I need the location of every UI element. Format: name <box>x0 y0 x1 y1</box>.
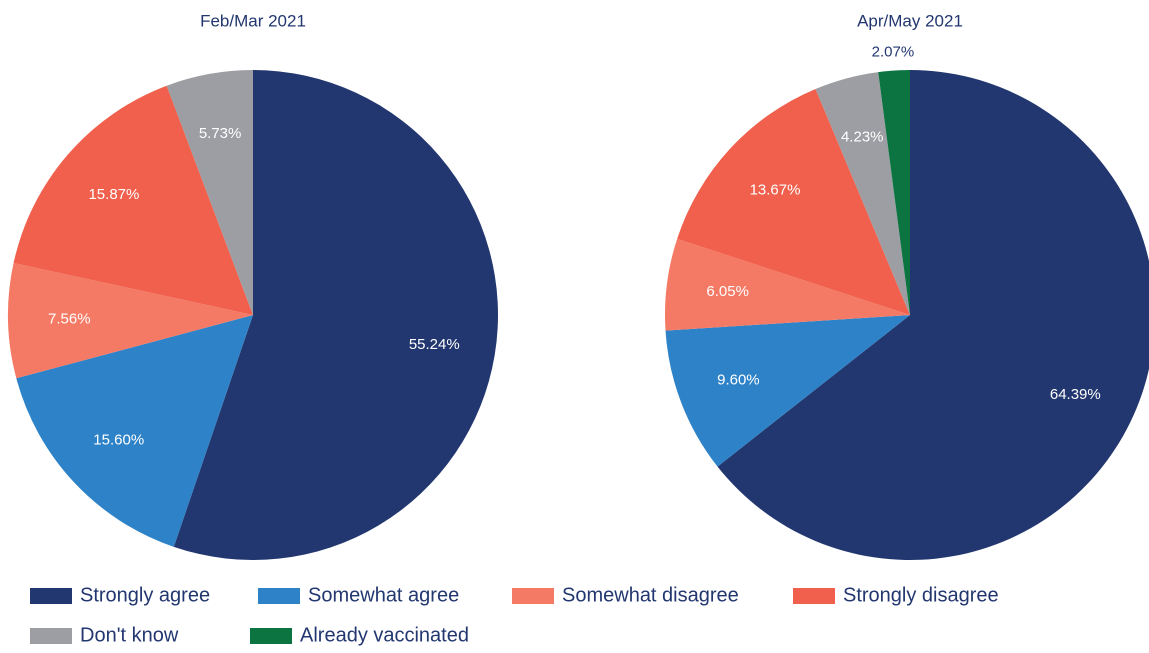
pie-slice <box>665 315 910 467</box>
pie-slice <box>8 263 254 379</box>
pie-slice <box>665 238 910 331</box>
legend-label: Somewhat agree <box>308 584 459 606</box>
chart-title: Apr/May 2021 <box>857 11 963 30</box>
data-label: 64.39% <box>1050 386 1101 403</box>
data-label: 4.23% <box>841 129 884 146</box>
chart-title: Feb/Mar 2021 <box>200 11 306 30</box>
legend-swatch <box>250 628 292 644</box>
legend-swatch <box>30 628 72 644</box>
legend-label: Don't know <box>80 624 179 646</box>
pie-slice <box>16 315 254 547</box>
legend-swatch <box>258 588 300 604</box>
legend-label: Already vaccinated <box>300 624 469 646</box>
data-label: 13.67% <box>750 181 801 198</box>
pie-slice <box>166 70 253 315</box>
pie-slice <box>13 85 254 315</box>
pie-slice <box>677 88 910 315</box>
legend-swatch <box>512 588 554 604</box>
data-label: 7.56% <box>48 310 91 327</box>
pie-slice <box>878 70 910 315</box>
legend-swatch <box>30 588 72 604</box>
data-label: 15.87% <box>88 186 139 203</box>
legend-label: Somewhat disagree <box>562 584 739 606</box>
pie-slice <box>717 70 1149 560</box>
data-label: 5.73% <box>199 125 242 142</box>
data-label: 6.05% <box>706 283 749 300</box>
data-label: 15.60% <box>93 431 144 448</box>
pie-slice <box>815 72 910 315</box>
data-label: 2.07% <box>872 44 915 61</box>
data-label: 55.24% <box>409 336 460 353</box>
legend-label: Strongly disagree <box>843 584 999 606</box>
data-label: 9.60% <box>717 372 760 389</box>
legend-label: Strongly agree <box>80 584 210 606</box>
pie-slice <box>173 70 499 561</box>
legend-swatch <box>793 588 835 604</box>
